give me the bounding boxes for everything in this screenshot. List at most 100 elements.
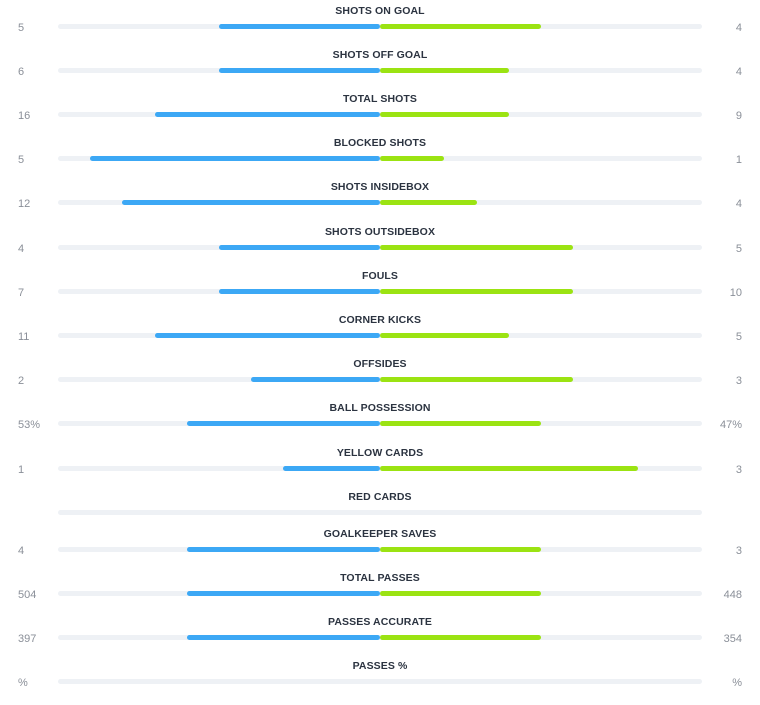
home-value: 397 bbox=[18, 633, 37, 645]
away-bar bbox=[380, 68, 509, 73]
stat-row: SHOTS INSIDEBOX 12 4 bbox=[0, 180, 760, 220]
home-bar bbox=[122, 200, 380, 205]
stat-row: GOALKEEPER SAVES 4 3 bbox=[0, 527, 760, 567]
home-bar bbox=[219, 289, 380, 294]
stat-bar-track bbox=[58, 245, 702, 250]
home-bar bbox=[90, 156, 380, 161]
away-value: 3 bbox=[735, 375, 742, 387]
stat-bar-track bbox=[58, 510, 702, 515]
home-bar bbox=[187, 591, 380, 596]
away-value: % bbox=[732, 677, 742, 689]
home-value: 12 bbox=[18, 198, 31, 210]
stat-bar-track bbox=[58, 112, 702, 117]
stat-row: TOTAL SHOTS 16 9 bbox=[0, 92, 760, 132]
home-value: % bbox=[18, 677, 28, 689]
away-value: 354 bbox=[723, 633, 742, 645]
stat-bar-track bbox=[58, 24, 702, 29]
away-value: 448 bbox=[723, 589, 742, 601]
stat-row: BALL POSSESSION 53% 47% bbox=[0, 401, 760, 441]
home-bar bbox=[219, 24, 380, 29]
stat-label: BLOCKED SHOTS bbox=[333, 137, 427, 149]
away-bar bbox=[380, 333, 509, 338]
stat-row: TOTAL PASSES 504 448 bbox=[0, 571, 760, 611]
stat-row: RED CARDS bbox=[0, 490, 760, 530]
stat-bar-track bbox=[58, 289, 702, 294]
home-value: 2 bbox=[18, 375, 25, 387]
stat-label: SHOTS OUTSIDEBOX bbox=[324, 226, 436, 238]
home-value: 11 bbox=[18, 331, 30, 343]
stat-label: PASSES ACCURATE bbox=[328, 616, 432, 628]
stat-bar-track bbox=[58, 156, 702, 161]
away-bar bbox=[380, 24, 541, 29]
stat-label: SHOTS ON GOAL bbox=[335, 5, 425, 17]
stat-bar-track bbox=[58, 200, 702, 205]
home-bar bbox=[251, 377, 380, 382]
stat-bar-track bbox=[58, 333, 702, 338]
away-bar bbox=[380, 635, 541, 640]
away-value: 47% bbox=[719, 419, 742, 431]
stat-label: TOTAL PASSES bbox=[340, 572, 420, 584]
away-bar bbox=[380, 200, 477, 205]
stat-label: CORNER KICKS bbox=[338, 314, 422, 326]
stat-row: SHOTS ON GOAL 5 4 bbox=[0, 4, 760, 44]
stat-bar-track bbox=[58, 635, 702, 640]
away-bar bbox=[380, 591, 541, 596]
away-bar bbox=[380, 245, 573, 250]
stat-bar-track bbox=[58, 421, 702, 426]
away-bar bbox=[380, 466, 638, 471]
home-value: 53% bbox=[18, 419, 41, 431]
home-value: 4 bbox=[18, 243, 25, 255]
stat-label: SHOTS OFF GOAL bbox=[332, 49, 428, 61]
stat-label: BALL POSSESSION bbox=[329, 402, 431, 414]
home-bar bbox=[187, 547, 380, 552]
stat-bar-track bbox=[58, 679, 702, 684]
stat-row: BLOCKED SHOTS 5 1 bbox=[0, 136, 760, 176]
home-bar bbox=[187, 421, 380, 426]
away-value: 5 bbox=[735, 243, 742, 255]
stat-label: SHOTS INSIDEBOX bbox=[330, 181, 430, 193]
away-value: 4 bbox=[735, 22, 742, 34]
stat-row: SHOTS OUTSIDEBOX 4 5 bbox=[0, 225, 760, 265]
home-value: 5 bbox=[18, 22, 25, 34]
stat-row: PASSES %%% bbox=[0, 659, 760, 699]
home-value: 16 bbox=[18, 110, 31, 122]
home-bar bbox=[155, 112, 380, 117]
stat-bar-track bbox=[58, 466, 702, 471]
stat-bar-track bbox=[58, 377, 702, 382]
away-value: 4 bbox=[735, 66, 742, 78]
away-value: 10 bbox=[729, 287, 742, 299]
stat-label: RED CARDS bbox=[348, 491, 412, 503]
stat-bar-track bbox=[58, 591, 702, 596]
home-value: 1 bbox=[18, 464, 25, 476]
stat-bar-track bbox=[58, 547, 702, 552]
away-value: 3 bbox=[735, 464, 742, 476]
stat-row: FOULS 7 10 bbox=[0, 269, 760, 309]
away-bar bbox=[380, 547, 541, 552]
away-bar bbox=[380, 289, 573, 294]
home-value: 7 bbox=[18, 287, 25, 299]
stat-bar-track bbox=[58, 68, 702, 73]
stat-label: TOTAL SHOTS bbox=[342, 93, 418, 105]
away-bar bbox=[380, 156, 444, 161]
away-value: 3 bbox=[735, 545, 742, 557]
stat-label: PASSES % bbox=[352, 660, 408, 672]
home-bar bbox=[219, 68, 380, 73]
away-value: 1 bbox=[735, 154, 742, 166]
stat-label: YELLOW CARDS bbox=[336, 447, 424, 459]
home-value: 504 bbox=[18, 589, 37, 601]
home-value: 5 bbox=[18, 154, 25, 166]
home-value: 6 bbox=[18, 66, 25, 78]
away-value: 4 bbox=[735, 198, 742, 210]
home-bar bbox=[219, 245, 380, 250]
stat-label: FOULS bbox=[361, 270, 399, 282]
home-bar bbox=[187, 635, 380, 640]
home-bar bbox=[283, 466, 380, 471]
stat-row: YELLOW CARDS 1 3 bbox=[0, 446, 760, 486]
stat-label: GOALKEEPER SAVES bbox=[323, 528, 437, 540]
away-value: 9 bbox=[735, 110, 742, 122]
stat-row: PASSES ACCURATE 397 354 bbox=[0, 615, 760, 655]
stat-row: OFFSIDES 2 3 bbox=[0, 357, 760, 397]
away-bar bbox=[380, 377, 573, 382]
away-value: 5 bbox=[735, 331, 742, 343]
